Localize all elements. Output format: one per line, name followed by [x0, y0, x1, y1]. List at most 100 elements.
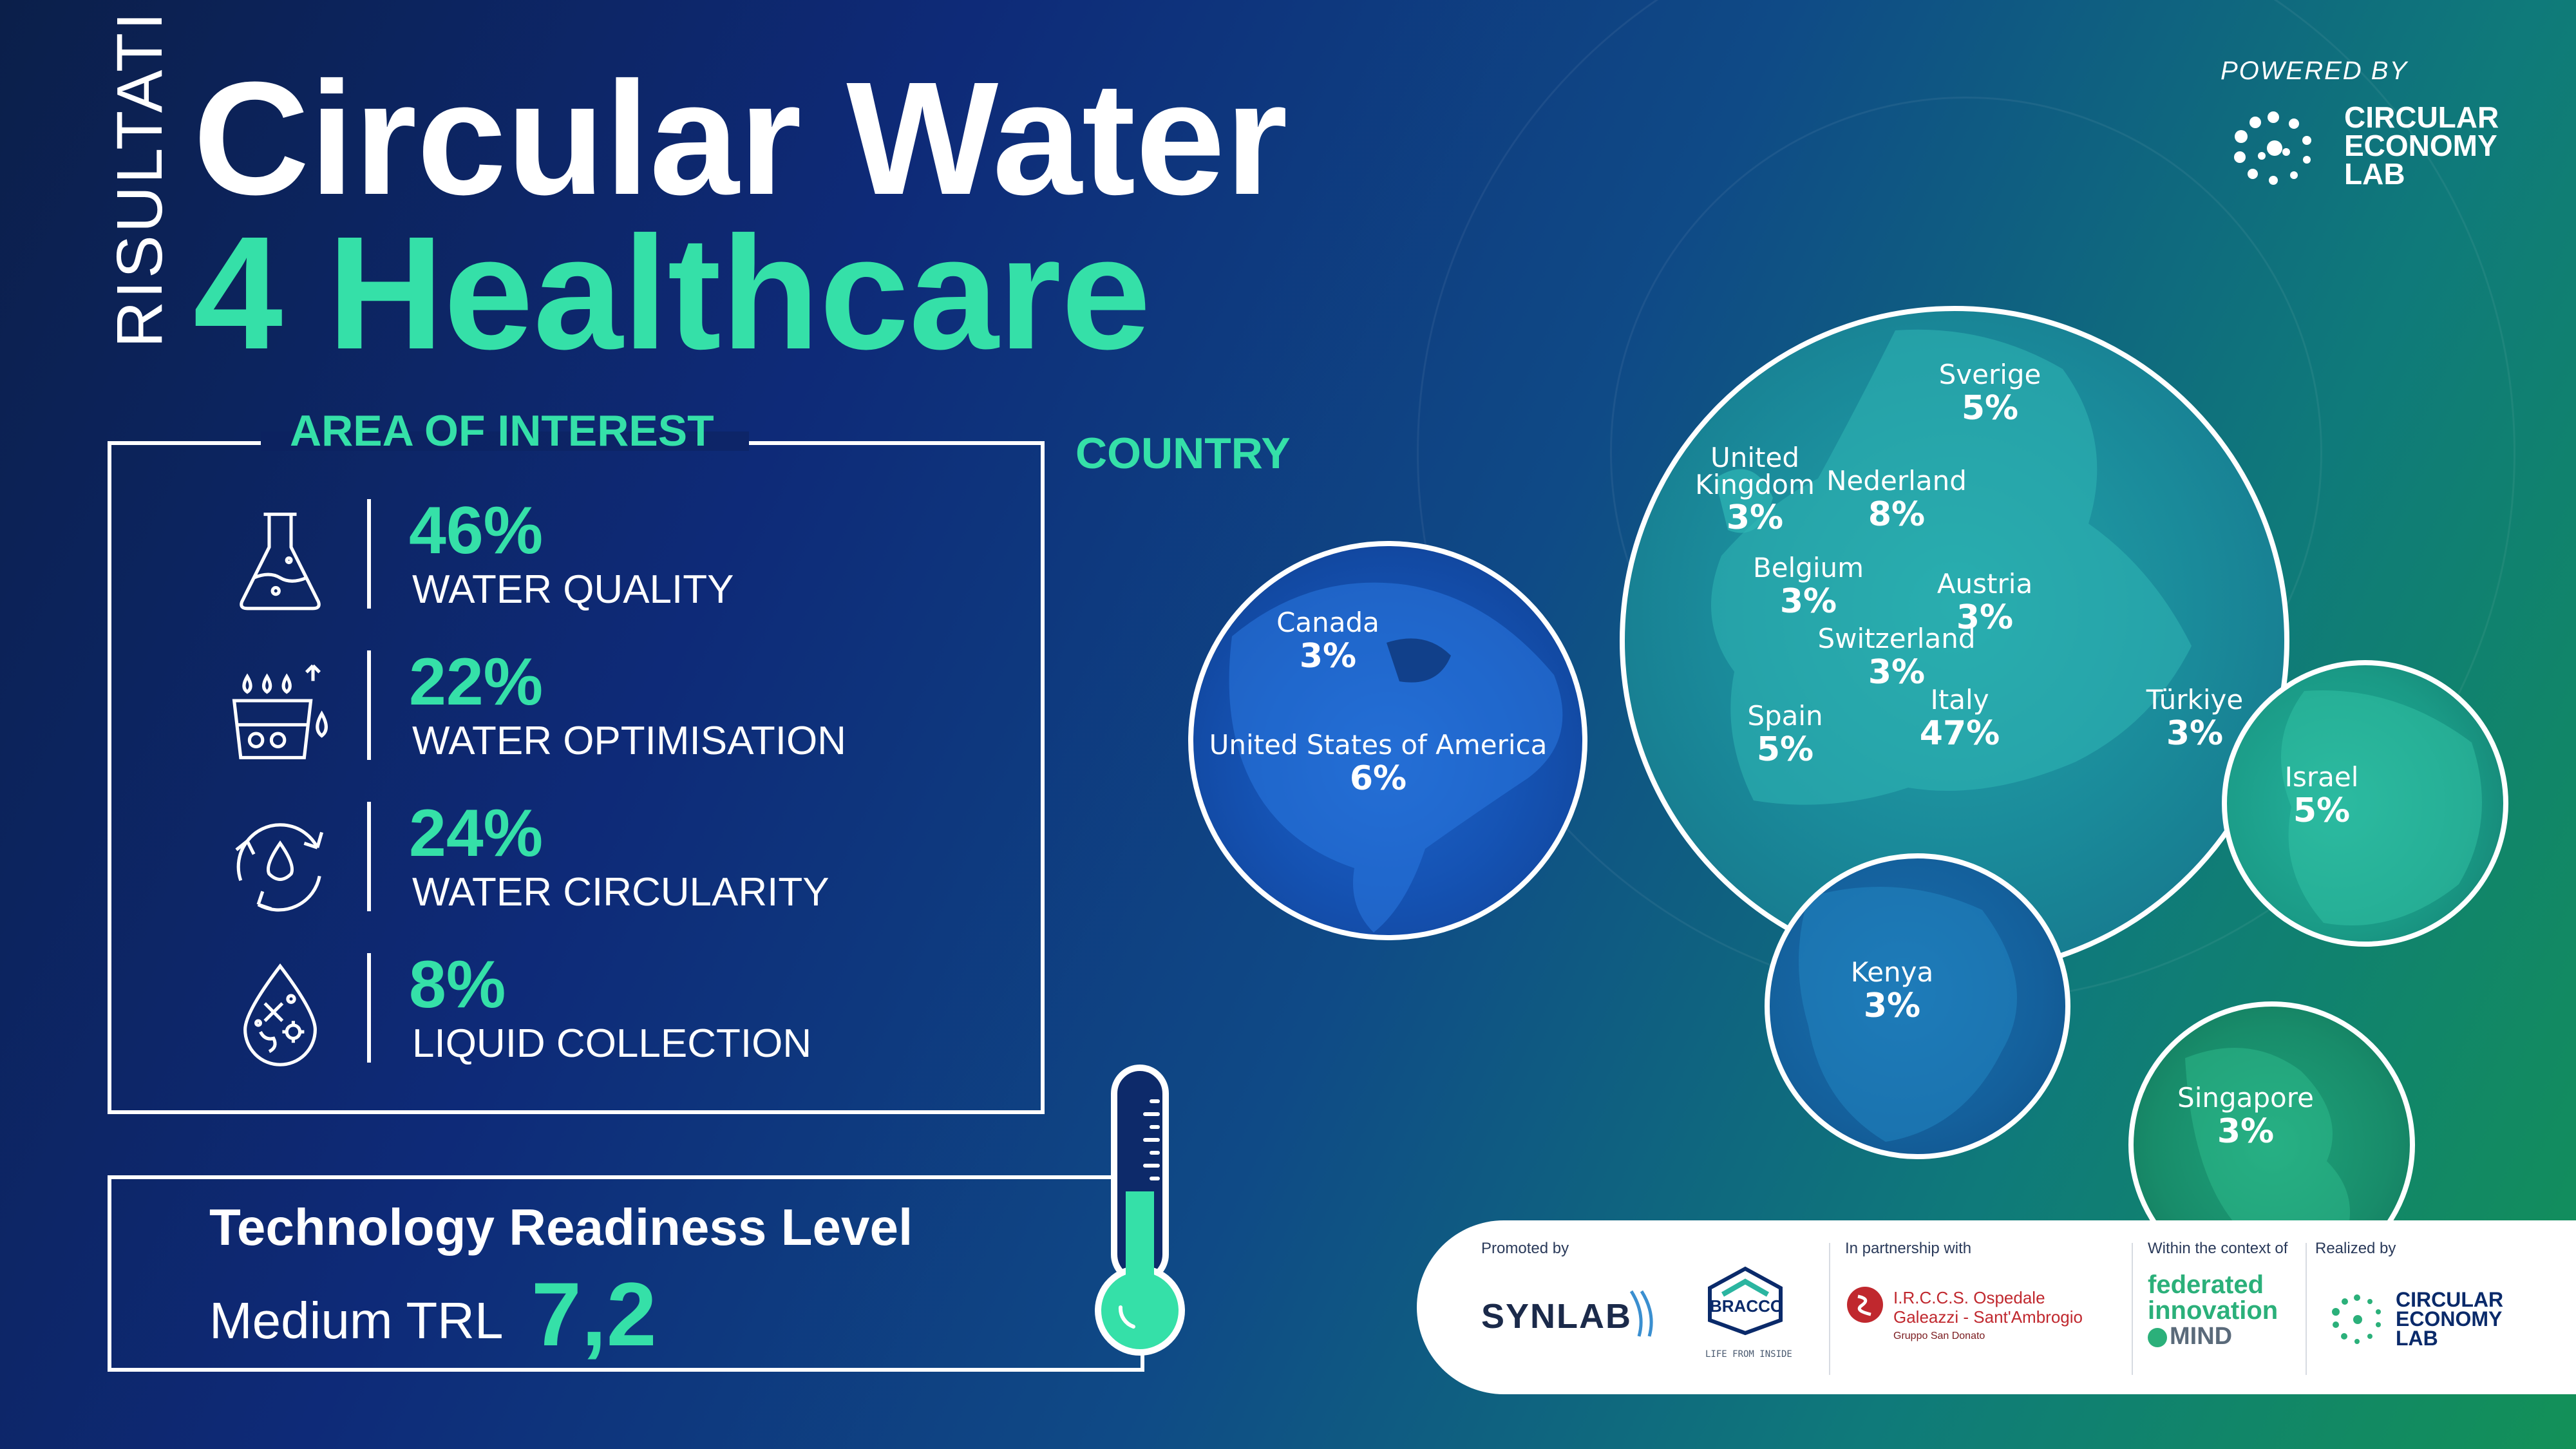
- country-value: 8%: [1868, 495, 1926, 534]
- country-label-turkiye: Türkiye 3%: [2146, 686, 2243, 753]
- realized-by-caption: Realized by: [2315, 1240, 2396, 1257]
- hospital-line-2: Galeazzi - Sant'Ambrogio: [1893, 1307, 2083, 1327]
- fi-line-1: federated: [2148, 1271, 2264, 1299]
- middle-east-landmass: [2281, 690, 2482, 925]
- country-value: 5%: [1961, 389, 2019, 428]
- sponsor-footer: Promoted by In partnership with Within t…: [1417, 1220, 2576, 1394]
- country-name: Israel: [2284, 761, 2359, 793]
- country-label-israel: Israel 5%: [2284, 761, 2359, 831]
- country-value: 3%: [1956, 598, 2014, 637]
- federated-innovation-logo: federated innovation MIND: [2148, 1272, 2278, 1349]
- area-of-interest-title: AREA OF INTEREST: [290, 406, 714, 455]
- country-label-united-kingdom: United Kingdom 3%: [1690, 442, 1819, 538]
- country-name: United Kingdom: [1695, 442, 1815, 500]
- southeast-asia-landmass: [2185, 1048, 2350, 1255]
- cel-line-3: LAB: [2396, 1327, 2438, 1350]
- interest-percent: 8%: [409, 947, 506, 1022]
- interest-label: WATER OPTIMISATION: [412, 719, 846, 763]
- circular-economy-lab-logo: CIRCULAR ECONOMY LAB: [2215, 100, 2537, 193]
- country-label-spain: Spain 5%: [1747, 700, 1823, 770]
- north-america-landmass: [1229, 582, 1563, 933]
- logo-line-1: CIRCULAR: [2344, 100, 2499, 134]
- cel-small-logo-text: CIRCULAR ECONOMY LAB: [2396, 1288, 2504, 1350]
- interest-percent: 46%: [409, 493, 544, 568]
- country-name: Canada: [1276, 607, 1379, 638]
- europe-map-circle: [1620, 306, 2289, 976]
- country-value: 3%: [2217, 1112, 2275, 1151]
- east-africa-landmass: [1799, 887, 2017, 1142]
- title-line-2: 4 Healthcare: [193, 203, 1151, 383]
- logo-line-2: ECONOMY: [2344, 129, 2497, 162]
- country-name: Spain: [1747, 700, 1823, 732]
- fi-line-3-wrap: MIND: [2148, 1323, 2278, 1349]
- interest-row-water-optimisation: 22% WATER OPTIMISATION: [213, 645, 1018, 773]
- country-value: 6%: [1349, 759, 1407, 798]
- bracco-logo: BRACCO: [1710, 1296, 1784, 1316]
- logo-line-3: LAB: [2344, 157, 2405, 191]
- country-name: Italy: [1930, 684, 1989, 715]
- interest-row-water-circularity: 24% WATER CIRCULARITY: [213, 796, 1018, 924]
- trl-value: 7,2: [531, 1264, 657, 1365]
- fi-line-3: MIND: [2170, 1323, 2233, 1350]
- country-label-kenya: Kenya 3%: [1850, 956, 1934, 1026]
- recycle-drop-icon: [235, 823, 324, 912]
- country-name: Switzerland: [1817, 623, 1976, 654]
- country-label-austria: Austria 3%: [1937, 568, 2033, 638]
- interest-percent: 24%: [409, 796, 544, 871]
- water-drops-glass-icon: [232, 664, 328, 759]
- country-label-nederland: Nederland 8%: [1826, 467, 1967, 535]
- country-label-italy: Italy 47%: [1920, 686, 2000, 753]
- interest-label: LIQUID COLLECTION: [412, 1021, 812, 1066]
- interest-label: WATER QUALITY: [412, 567, 734, 612]
- trl-title: Technology Readiness Level: [209, 1198, 913, 1256]
- country-value: 3%: [1299, 637, 1357, 676]
- africa-map-circle: [1765, 853, 2070, 1159]
- synlab-logo: SYNLAB: [1481, 1297, 1633, 1336]
- cel-line-1: CIRCULAR: [2396, 1288, 2504, 1311]
- europe-landmass: [1711, 329, 2192, 805]
- country-name: Austria: [1937, 568, 2033, 600]
- hospital-logo-icon: [1847, 1287, 1883, 1323]
- mind-dot-icon: [2148, 1327, 2167, 1347]
- country-name: Sverige: [1938, 359, 2041, 390]
- row-divider: [367, 953, 371, 1063]
- country-value: 47%: [1919, 714, 2000, 753]
- interest-label: WATER CIRCULARITY: [412, 870, 829, 914]
- row-divider: [367, 650, 371, 760]
- drop-bacteria-icon: [243, 963, 317, 1066]
- country-value: 3%: [1779, 582, 1837, 621]
- hospital-line-1: I.R.C.C.S. Ospedale: [1893, 1288, 2045, 1307]
- row-divider: [367, 802, 371, 911]
- panel-title-gap: [261, 431, 749, 451]
- country-value: 5%: [1756, 730, 1814, 769]
- interest-row-liquid-collection: 8% LIQUID COLLECTION: [213, 947, 1018, 1075]
- country-label-canada: Canada 3%: [1276, 609, 1379, 676]
- title-line-1: Circular Water: [193, 48, 1288, 228]
- country-label-belgium: Belgium 3%: [1753, 554, 1864, 621]
- flask-icon: [240, 513, 321, 611]
- bracco-hexagon-icon: [1708, 1266, 1783, 1336]
- dots-ring-icon: [2234, 111, 2311, 185]
- fi-line-2: innovation: [2148, 1296, 2278, 1325]
- promoted-by-caption: Promoted by: [1481, 1240, 1569, 1257]
- country-title: COUNTRY: [1075, 429, 1291, 478]
- country-name: Belgium: [1752, 552, 1864, 583]
- country-value: 3%: [1726, 498, 1784, 537]
- country-name: Kenya: [1850, 956, 1934, 988]
- country-value: 3%: [1868, 653, 1926, 692]
- middle-east-map-circle: [2222, 660, 2508, 947]
- synlab-mark-icon: [1629, 1290, 1653, 1337]
- country-name: Türkiye: [2146, 684, 2244, 715]
- footer-divider: [2306, 1243, 2307, 1375]
- cel-small-logo-icon: [2332, 1294, 2381, 1344]
- country-name: United States of America: [1209, 729, 1548, 761]
- bracco-tagline: LIFE FROM INSIDE: [1705, 1349, 1792, 1359]
- country-value: 3%: [2166, 714, 2224, 753]
- country-name: Singapore: [2177, 1082, 2314, 1113]
- cel-line-2: ECONOMY: [2396, 1307, 2503, 1331]
- footer-divider: [2132, 1243, 2133, 1375]
- country-label-switzerland: Switzerland 3%: [1818, 625, 1976, 692]
- country-value: 5%: [2293, 791, 2351, 830]
- vertical-label: RISULTATI: [104, 10, 176, 348]
- powered-by-label: POWERED BY: [2221, 57, 2409, 85]
